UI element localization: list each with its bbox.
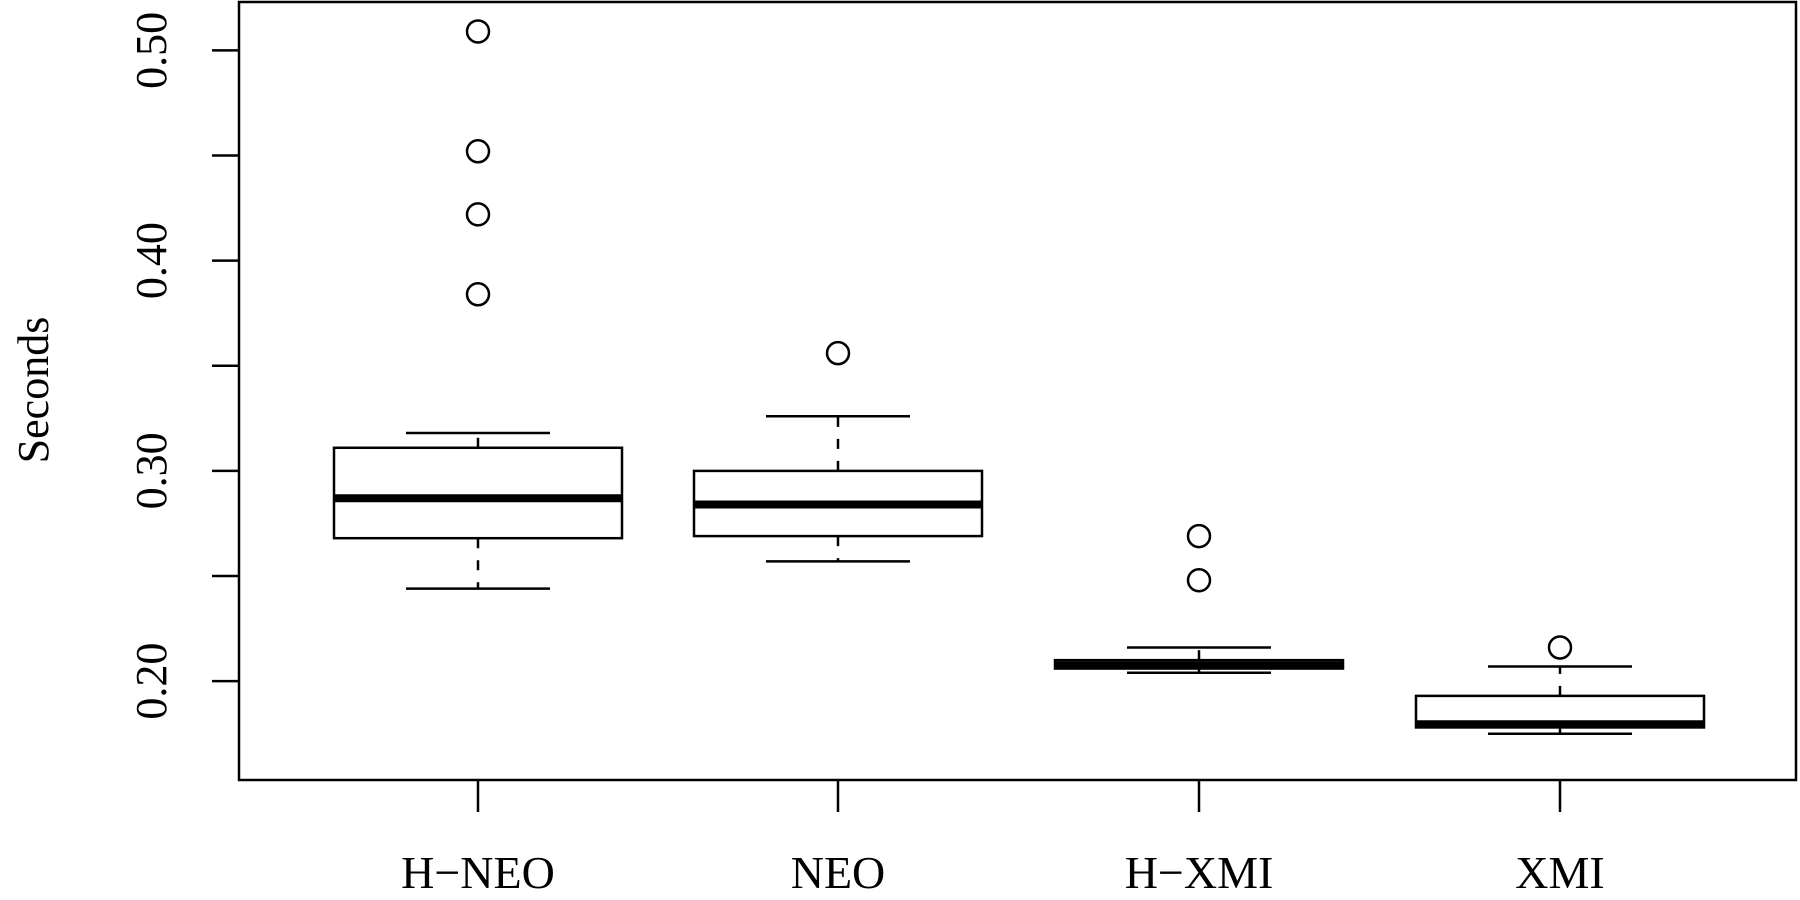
y-tick-label: 0.40	[127, 222, 176, 299]
outlier-point	[465, 282, 491, 307]
box-neo	[692, 340, 984, 563]
box-hxmi	[1053, 523, 1345, 675]
x-axis: H−NEO NEO H−XMI XMI	[401, 780, 1605, 898]
y-tick-label: 0.50	[127, 12, 176, 89]
outlier-point	[1186, 567, 1212, 593]
outlier-point	[465, 19, 491, 44]
outlier-point	[825, 340, 851, 366]
box-iqr	[332, 446, 624, 540]
box-xmi	[1414, 635, 1706, 735]
x-tick-label: NEO	[791, 847, 886, 898]
boxes	[332, 19, 1706, 735]
y-tick-label: 0.30	[127, 432, 176, 509]
plot-frame	[237, 0, 1798, 782]
y-axis-label: Seconds	[9, 317, 58, 464]
outlier-point	[1547, 635, 1573, 660]
outlier-point	[465, 202, 491, 227]
y-tick-label: 0.20	[127, 643, 176, 720]
outlier-point	[465, 139, 491, 164]
x-tick-label: XMI	[1515, 847, 1604, 898]
box-hneo	[332, 19, 624, 590]
outlier-point	[1186, 523, 1212, 549]
x-tick-label: H−NEO	[401, 847, 555, 898]
y-axis: 0.20 0.30 0.40 0.50	[127, 12, 239, 720]
x-tick-label: H−XMI	[1125, 847, 1274, 898]
